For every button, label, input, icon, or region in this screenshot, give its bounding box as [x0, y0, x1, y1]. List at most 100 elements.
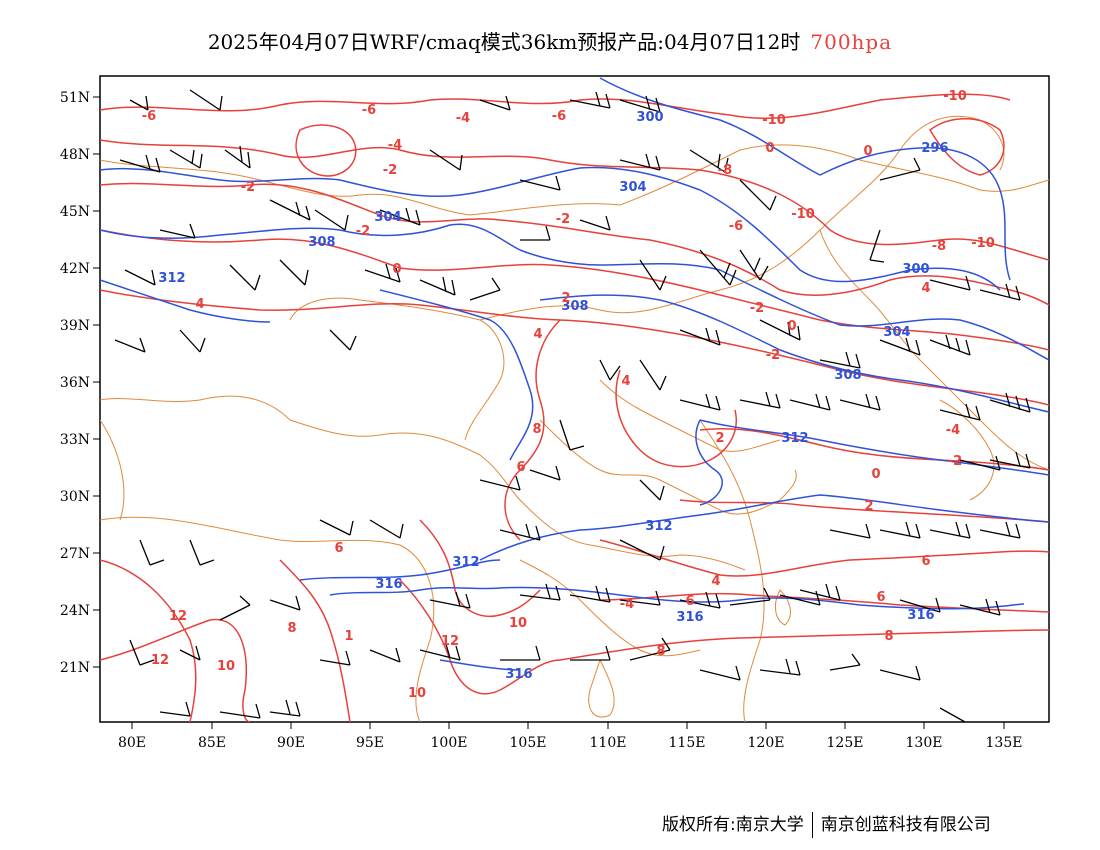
temperature-isoline	[419, 519, 541, 617]
axis-ticks	[93, 96, 1005, 729]
contour-labels: 300 296 304 304 308 312 300 304 308 308 …	[142, 89, 995, 701]
border-line	[100, 395, 746, 571]
height-label: 304	[619, 180, 646, 195]
height-isoline	[299, 559, 501, 581]
wind-barb	[639, 479, 665, 501]
lat-label: 24N	[60, 603, 90, 619]
wind-barb	[570, 645, 611, 661]
temperature-label: 0	[392, 262, 401, 277]
wind-barb	[500, 645, 541, 661]
height-label: 316	[907, 608, 934, 623]
wind-barb	[929, 521, 971, 539]
temperature-label: 10	[509, 616, 527, 631]
wind-barb	[799, 583, 841, 601]
wind-barb	[329, 329, 357, 351]
temperature-isoline	[599, 539, 1049, 577]
temperature-isoline	[699, 427, 1049, 471]
border-line	[479, 115, 1005, 321]
wind-barb	[569, 585, 611, 603]
wind-barb	[939, 707, 966, 722]
temperature-isoline	[559, 629, 1049, 661]
height-label: 312	[452, 555, 479, 570]
temperature-label: -2	[383, 163, 397, 178]
height-label: 300	[636, 110, 663, 125]
temperature-label: 1	[344, 629, 353, 644]
wind-barb	[929, 275, 971, 291]
temperature-label: -8	[932, 239, 946, 254]
height-isoline	[695, 419, 723, 506]
height-isoline	[100, 166, 1001, 291]
lon-label: 90E	[277, 735, 305, 751]
height-label: 304	[883, 325, 910, 340]
lat-label: 36N	[60, 375, 90, 391]
border-line	[539, 419, 797, 515]
temperature-label: 4	[533, 327, 542, 342]
temperature-label: 6	[516, 460, 525, 475]
pressure-level-label: 700hpa	[810, 30, 893, 54]
wind-barb	[219, 595, 251, 621]
wind-barb	[739, 249, 769, 281]
temperature-label: 0	[787, 319, 796, 334]
wind-barb	[319, 650, 351, 666]
wind-barb	[619, 95, 661, 113]
height-label: 312	[781, 431, 808, 446]
wind-barb	[124, 269, 156, 286]
wind-barb	[739, 391, 781, 409]
wind-barb	[499, 523, 541, 541]
lon-label: 100E	[431, 735, 468, 751]
height-label: 316	[676, 610, 703, 625]
temperature-label: 12	[441, 634, 459, 649]
temperature-label: -6	[729, 219, 743, 234]
height-label: 316	[505, 667, 532, 682]
wind-barb	[879, 157, 921, 181]
temperature-label: -2	[241, 180, 255, 195]
wind-barb	[939, 403, 981, 421]
lat-label: 30N	[60, 489, 90, 505]
wind-barb	[269, 595, 301, 611]
wind-barb	[189, 89, 223, 111]
border-line	[289, 297, 505, 441]
wind-barb	[319, 519, 354, 536]
wind-barb	[169, 149, 203, 169]
temperature-label: 12	[151, 653, 169, 668]
wind-barb	[929, 334, 971, 356]
wind-barb	[369, 519, 404, 539]
wind-barb	[679, 393, 721, 411]
temperature-isoline	[100, 93, 1011, 120]
lat-label: 42N	[60, 261, 90, 277]
wind-barb	[419, 276, 456, 296]
footer-divider	[811, 812, 813, 838]
temperature-isoline	[504, 319, 561, 541]
temperature-label: 8	[532, 422, 541, 437]
height-contours	[100, 77, 1049, 671]
taiwan-island	[774, 589, 791, 626]
copyright-left: 版权所有:南京大学	[662, 815, 804, 835]
lon-label: 115E	[669, 735, 706, 751]
temperature-label: 4	[195, 297, 204, 312]
wind-barb	[579, 215, 611, 231]
lon-label: 120E	[748, 735, 785, 751]
wind-barb	[559, 419, 585, 451]
lon-label: 125E	[827, 735, 864, 751]
height-isoline	[599, 77, 1011, 281]
wind-barb	[429, 149, 463, 171]
lon-label: 95E	[356, 735, 384, 751]
temperature-label: -10	[971, 236, 995, 251]
wind-barb	[879, 665, 921, 681]
wind-barb	[519, 583, 561, 601]
temperature-label: -2	[948, 454, 962, 469]
lat-label: 27N	[60, 546, 90, 562]
temperature-label: 12	[169, 609, 187, 624]
wind-barb	[314, 209, 349, 231]
wind-barb	[419, 643, 461, 661]
lon-label: 80E	[118, 735, 146, 751]
wind-barb	[369, 647, 401, 663]
wind-barb	[739, 179, 777, 211]
hainan-island	[588, 658, 615, 718]
lat-label: 45N	[60, 204, 90, 220]
wind-barb	[619, 153, 661, 171]
height-label: 312	[645, 519, 672, 534]
temperature-label: -4	[388, 138, 402, 153]
temperature-label: 2	[715, 431, 724, 446]
